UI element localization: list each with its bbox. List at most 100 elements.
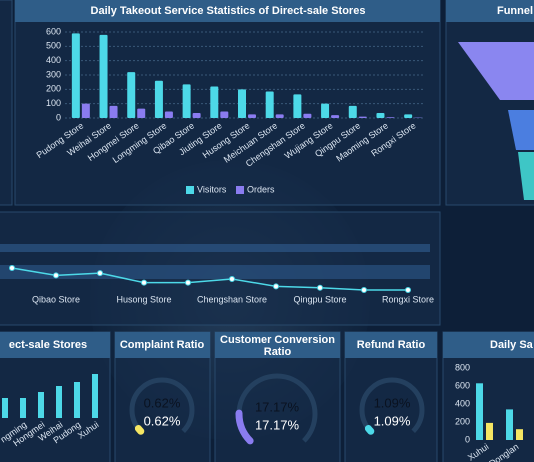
y-tick-label: 200 [455, 416, 470, 426]
panel [445, 0, 534, 206]
chart-title: Daily Takeout Service Statistics of Dire… [91, 5, 366, 17]
value-label: 1.09% [374, 395, 411, 410]
point [53, 272, 59, 279]
bar [486, 422, 493, 440]
value-label: 17.17% [255, 399, 300, 414]
bar [210, 86, 219, 118]
bar [20, 398, 26, 418]
bar [74, 382, 80, 418]
x-tick-label: Lon [532, 441, 534, 458]
chart-title: ect-sale Stores [9, 339, 87, 351]
y-tick-label: 400 [46, 55, 61, 65]
bar [99, 34, 108, 118]
panel [14, 0, 441, 206]
chart-title: Funnel [497, 5, 533, 17]
value-label: 0.62% [144, 395, 181, 410]
bar [127, 72, 136, 118]
legend-label: Visitors [197, 184, 227, 194]
point [9, 265, 15, 271]
panel [0, 0, 13, 206]
point [273, 283, 279, 290]
funnel-stage [518, 152, 534, 200]
chart-title: Refund Ratio [357, 339, 426, 351]
bar [2, 398, 8, 418]
bar [38, 392, 44, 418]
bar [238, 89, 246, 118]
point [97, 270, 103, 277]
value-label: 0.62% [144, 413, 181, 428]
gauge-track [359, 377, 425, 433]
y-tick-label: 100 [46, 98, 61, 108]
title-bar [115, 332, 210, 358]
bar [358, 116, 367, 118]
x-tick-label: Husong Store [116, 294, 171, 304]
legend-label: Orders [247, 184, 275, 194]
point [405, 287, 411, 293]
gauge-arc [364, 425, 375, 435]
bar [386, 117, 395, 118]
y-tick-label: 0 [56, 112, 61, 122]
point [317, 284, 323, 291]
bar [404, 114, 413, 118]
chart-title: Customer Conversion Ratio [220, 334, 335, 358]
point [361, 287, 367, 293]
point [141, 279, 147, 286]
bar [137, 108, 146, 118]
bar [321, 103, 330, 118]
gauge-track [129, 377, 195, 433]
bar [220, 111, 229, 118]
x-tick-label: Qingpu Store [293, 294, 346, 304]
title-bar [345, 332, 437, 358]
title-bar [0, 332, 110, 358]
chart-title-box: Customer Conversion Ratio [220, 334, 335, 358]
band [0, 265, 430, 279]
chart-title: Daily Sa [490, 339, 534, 351]
point [185, 279, 191, 286]
funnel-stage [508, 110, 534, 150]
value-label: 1.09% [374, 413, 411, 428]
chart-title: Complaint Ratio [120, 339, 205, 351]
line [11, 267, 408, 291]
bar [265, 91, 274, 118]
band [0, 244, 430, 252]
bar [154, 80, 163, 118]
bar [164, 111, 173, 118]
y-tick-label: 800 [455, 362, 470, 372]
gauge-arc [235, 409, 254, 445]
point [229, 276, 235, 282]
x-tick-label: Chengshan Store [197, 294, 267, 304]
title-bar [446, 0, 534, 22]
x-tick-label: Rongxi Store [382, 294, 434, 304]
bar [303, 113, 312, 118]
y-tick-label: 400 [455, 398, 470, 408]
bar [331, 115, 340, 118]
y-tick-label: 500 [46, 41, 61, 51]
bar [275, 114, 284, 118]
title-bar [15, 0, 440, 22]
bar [182, 84, 191, 118]
legend-swatch [186, 186, 194, 194]
funnel-stage [458, 42, 534, 100]
bar [71, 33, 80, 118]
y-tick-label: 600 [46, 26, 61, 36]
bar [506, 409, 513, 440]
y-tick-label: 600 [455, 380, 470, 390]
bar [81, 103, 90, 118]
gauge-arc [134, 425, 145, 435]
bar [92, 374, 98, 418]
y-tick-label: 200 [46, 84, 61, 94]
bar [248, 114, 256, 118]
value-label: 17.17% [255, 417, 300, 432]
bar [109, 105, 118, 118]
legend-swatch [236, 186, 244, 194]
title-bar [215, 332, 340, 358]
x-tick-label: Qibao Store [32, 294, 80, 304]
bar [516, 429, 523, 440]
bar [192, 112, 201, 118]
bar [56, 386, 62, 418]
y-tick-label: 0 [465, 434, 470, 444]
bar [476, 383, 483, 440]
bar [348, 105, 357, 118]
